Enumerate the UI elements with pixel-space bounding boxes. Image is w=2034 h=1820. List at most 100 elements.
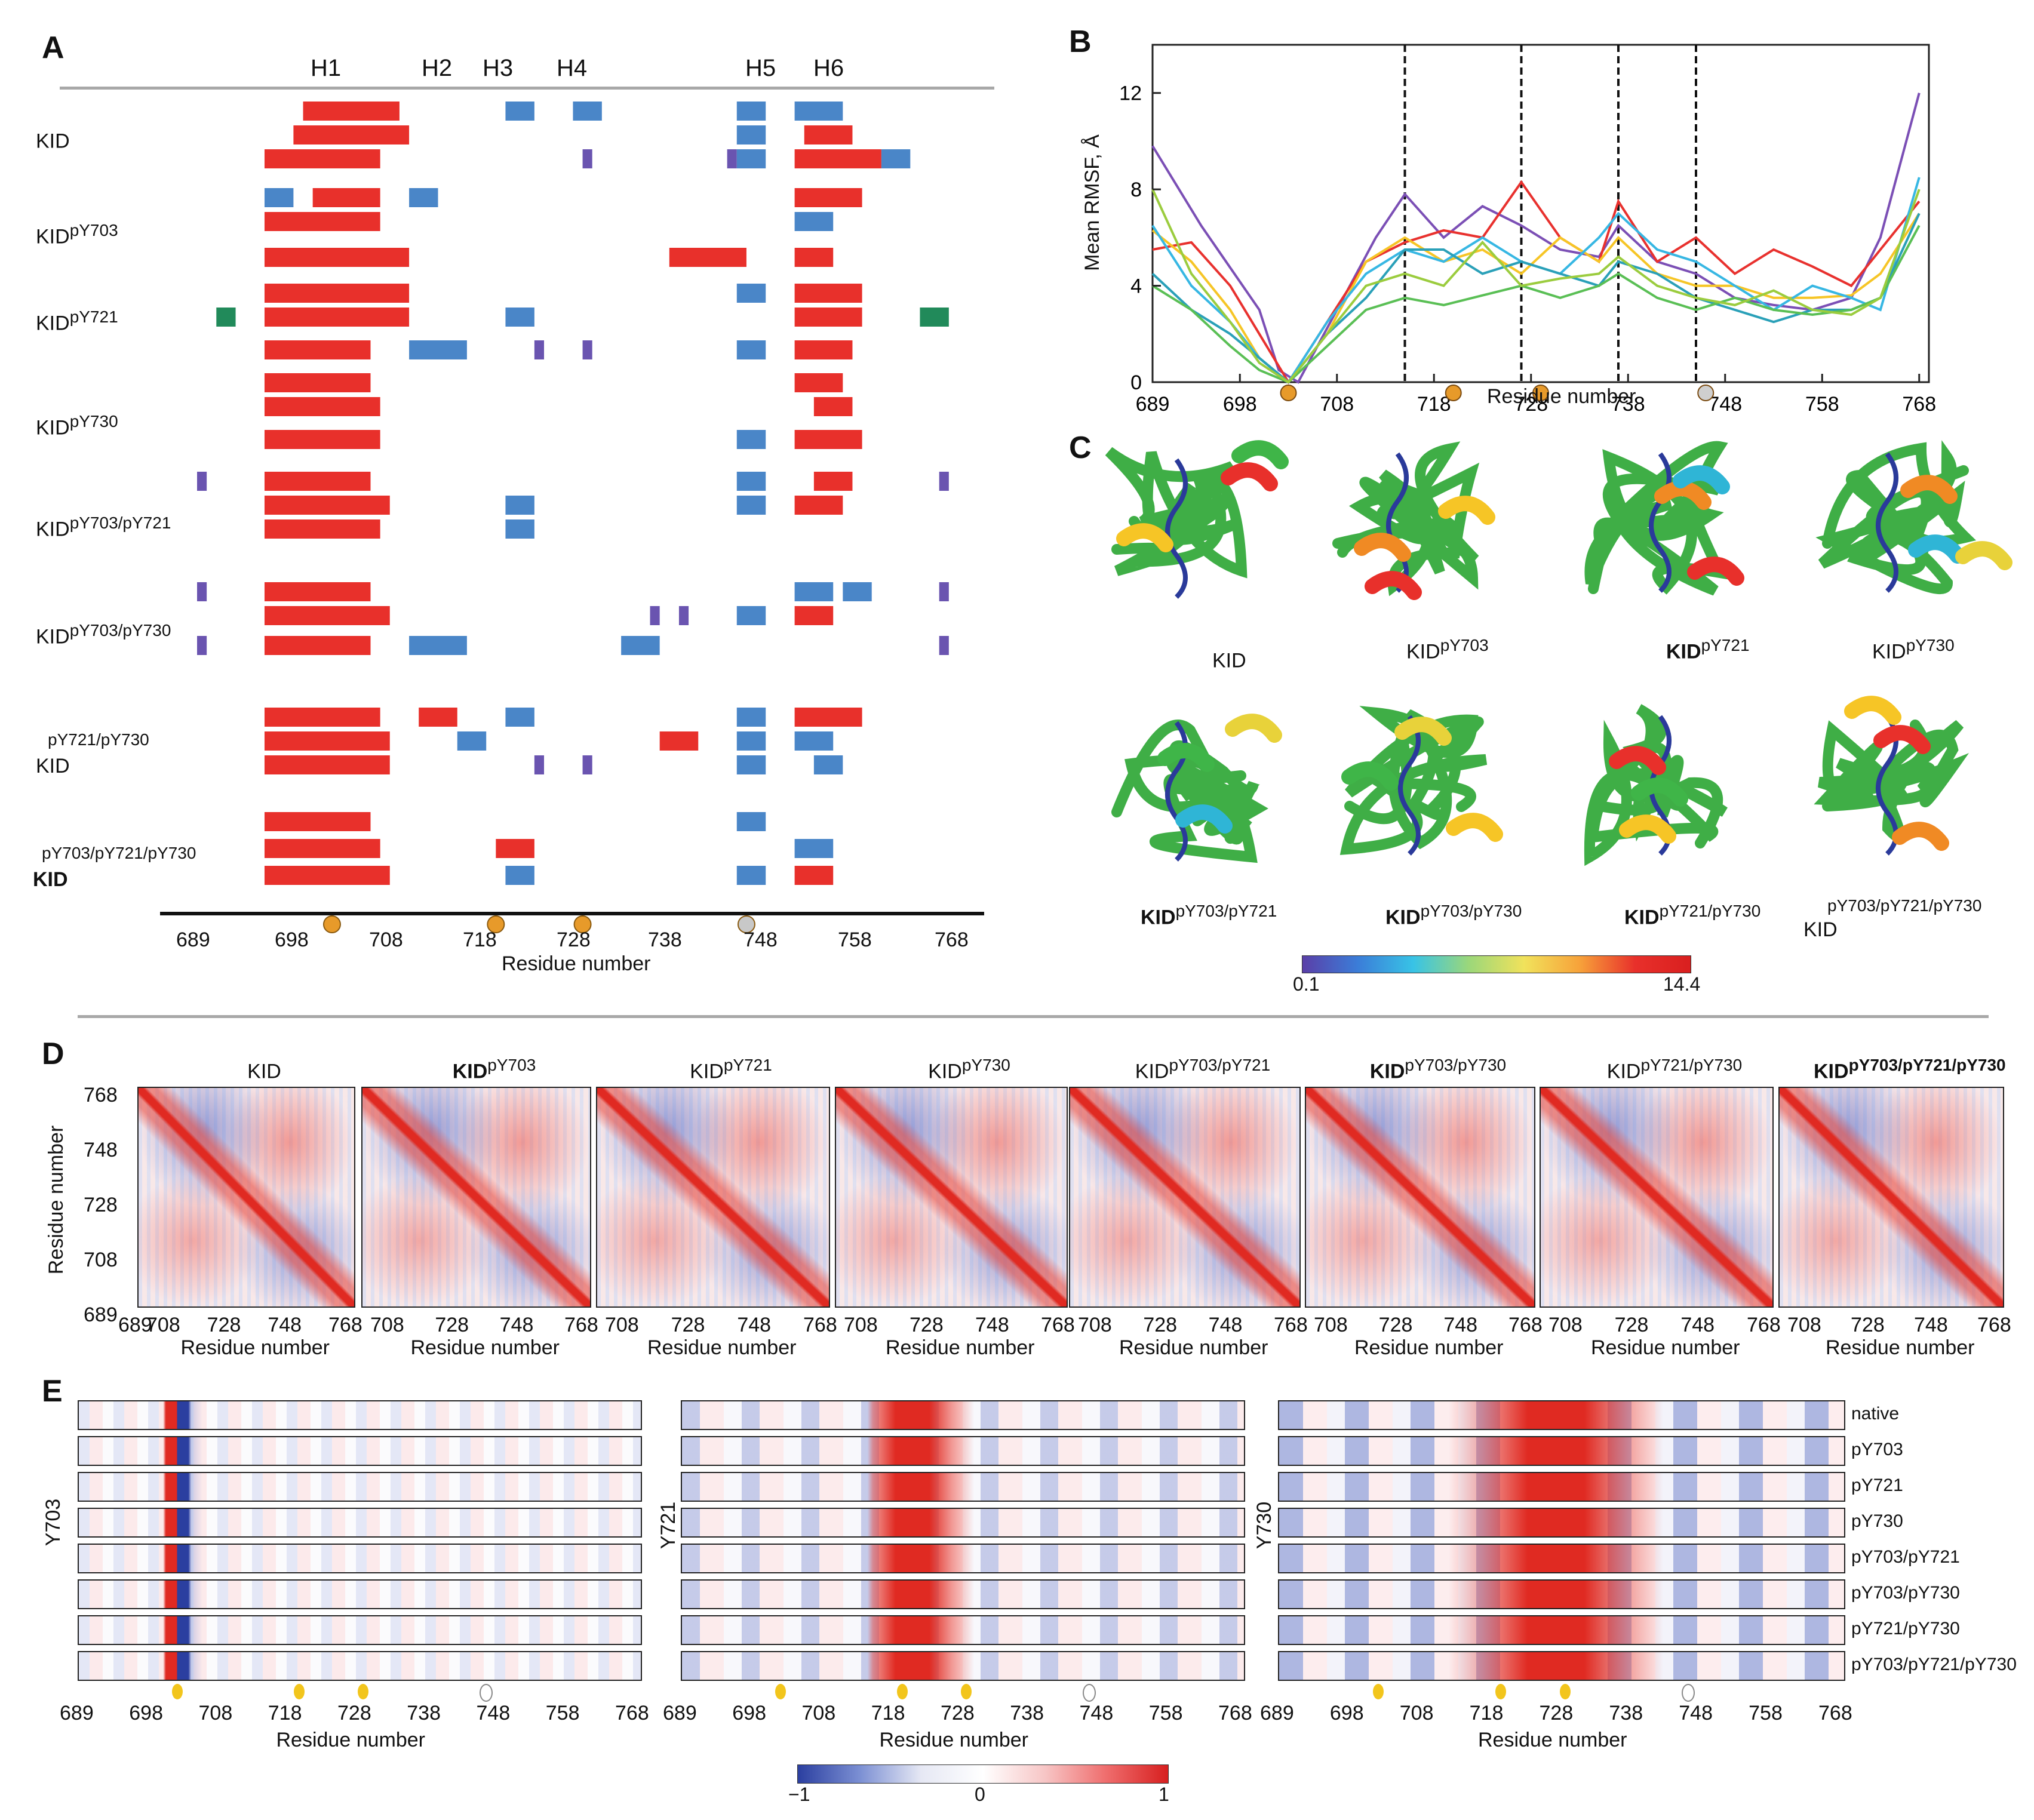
rmsf-x-tick-label: 718: [1417, 393, 1451, 416]
correlation-map-y-tick: 728: [84, 1194, 118, 1216]
structure-ribbon-0: [1105, 440, 1289, 599]
correlation-stripe-2-6: [1278, 1615, 1845, 1645]
rmsf-x-tick-label: 768: [1902, 393, 1936, 416]
panel-e: 689 698 708 718 728 738 748 758 768 Residue numbe…: [0, 1367, 2034, 1809]
structure-segment: [264, 636, 371, 655]
structure-segment: [736, 731, 766, 751]
structure-segment: [264, 430, 380, 449]
structure-segment: [794, 606, 834, 625]
panel-e-ylabel-y721: Y721: [657, 1501, 680, 1550]
correlation-map-x-tick: 728: [435, 1314, 469, 1336]
correlation-map-x-tick: 728: [207, 1314, 241, 1336]
correlation-map-x-tick: 708: [1078, 1314, 1112, 1336]
stripe-row-label: native: [1851, 1404, 1900, 1424]
structure-segment: [197, 472, 207, 491]
tick-708: 708: [369, 929, 403, 951]
structure-flexible-region: [1955, 541, 2013, 570]
structure-segment: [843, 582, 872, 601]
correlation-stripe-0-0: [78, 1400, 642, 1430]
rmsf-x-tick-label: 758: [1805, 393, 1839, 416]
correlation-stripe-0-7: [78, 1651, 642, 1681]
panel-a-x-axis: [160, 912, 984, 915]
correlation-map-y-tick: 748: [84, 1139, 118, 1161]
structure-segment: [650, 606, 660, 625]
correlation-map-x-tick: 708: [1548, 1314, 1583, 1336]
structure-segment: [264, 472, 371, 491]
rmsf-xlabel: Residue number: [1487, 385, 1636, 408]
stripe-x-tick: 718: [871, 1702, 905, 1724]
structure-segment: [736, 812, 766, 831]
stripe-x-tick: 768: [615, 1702, 649, 1724]
structure-segment: [794, 102, 843, 121]
structure-segment: [409, 188, 438, 207]
correlation-stripe-0-3: [78, 1508, 642, 1538]
stripe-x-tick: 708: [801, 1702, 836, 1724]
panel-label-e: E: [42, 1374, 63, 1409]
structure-helix: [1876, 452, 1898, 593]
correlation-map-4: [1069, 1087, 1301, 1308]
structure-label-pY703-pY721: KIDpY703/pY721: [1141, 902, 1277, 929]
structure-flexible-region: [1619, 814, 1676, 844]
structure-segment: [573, 102, 602, 121]
structure-segment: [813, 472, 853, 491]
stripe-x-tick: 748: [1679, 1702, 1713, 1724]
structure-flexible-region: [1341, 761, 1399, 791]
structure-segment: [264, 212, 380, 231]
correlation-map-title-sup: pY730: [961, 1056, 1010, 1074]
structure-segment: [419, 708, 457, 727]
structure-segment: [264, 708, 380, 727]
stripe-x-tick: 689: [663, 1702, 697, 1724]
structure-segment: [736, 866, 766, 885]
correlation-map-x-tick: 708: [1314, 1314, 1348, 1336]
correlation-map-xlabel: Residue number: [410, 1336, 560, 1359]
correlation-stripe-2-5: [1278, 1579, 1845, 1609]
panel-a: H1 H2 H3 H4 H5 H6 KID KIDpY703 KIDpY721 …: [0, 0, 1015, 991]
rmsf-colorbar-max: 14.4: [1663, 973, 1701, 995]
structure-helix: [1649, 452, 1672, 593]
correlation-stripe-0-5: [78, 1579, 642, 1609]
structure-flexible-region: [1673, 465, 1730, 494]
stripe-x-tick: 738: [1609, 1702, 1643, 1724]
phospho-site-marker: [573, 915, 592, 933]
correlation-map-xlabel: Residue number: [1119, 1336, 1268, 1359]
stripe-phospho-marker: [172, 1684, 183, 1699]
structure-segment: [881, 149, 911, 168]
correlation-map-x-tick: 748: [1208, 1314, 1243, 1336]
stripe-x-tick: 728: [941, 1702, 975, 1724]
panel-e-ylabel-y730: Y730: [1253, 1501, 1276, 1550]
correlation-stripe-1-5: [681, 1579, 1245, 1609]
structure-segment: [813, 755, 843, 774]
structure-segment: [939, 582, 949, 601]
correlation-stripe-1-2: [681, 1472, 1245, 1502]
tick-748: 748: [743, 929, 778, 951]
correlation-map-x-tick: 768: [1977, 1314, 2011, 1336]
correlation-map-y-tick: 689: [84, 1303, 118, 1326]
structure-segment: [920, 308, 949, 327]
structure-segment: [264, 731, 390, 751]
structure-segment: [264, 373, 371, 392]
correlation-map-x-tick: 768: [1508, 1314, 1543, 1336]
structure-segment: [582, 755, 592, 774]
correlation-map-title-4: KIDpY703/pY721: [1107, 1056, 1298, 1083]
structure-segment: [736, 472, 766, 491]
group-label-pY703-pY730: KIDpY703/pY730: [36, 621, 171, 648]
structure-segment: [312, 188, 380, 207]
rmsf-phospho-marker: [1532, 385, 1549, 401]
correlation-map-x-tick: 708: [605, 1314, 639, 1336]
stripe-x-tick: 758: [1148, 1702, 1183, 1724]
structure-backbone: [1111, 720, 1268, 863]
rmsf-plot-frame: [1151, 44, 1930, 383]
correlation-stripe-2-1: [1278, 1436, 1845, 1466]
group-label-pY703-pY721-pY730: pY703/pY721/pY730 KID: [33, 844, 196, 891]
structure-flexible-region: [1446, 813, 1503, 842]
correlation-map-x-tick: 728: [910, 1314, 944, 1336]
structure-ribbon-2: [1584, 441, 1744, 596]
correlation-map-5: [1305, 1087, 1535, 1308]
group-label-kid: KID: [36, 130, 70, 153]
structure-segment: [736, 149, 766, 168]
structure-segment: [197, 636, 207, 655]
structure-flexible-region: [1221, 462, 1278, 491]
rmsf-phospho-marker: [1280, 385, 1297, 401]
stripe-x-tick: 698: [1329, 1702, 1364, 1724]
